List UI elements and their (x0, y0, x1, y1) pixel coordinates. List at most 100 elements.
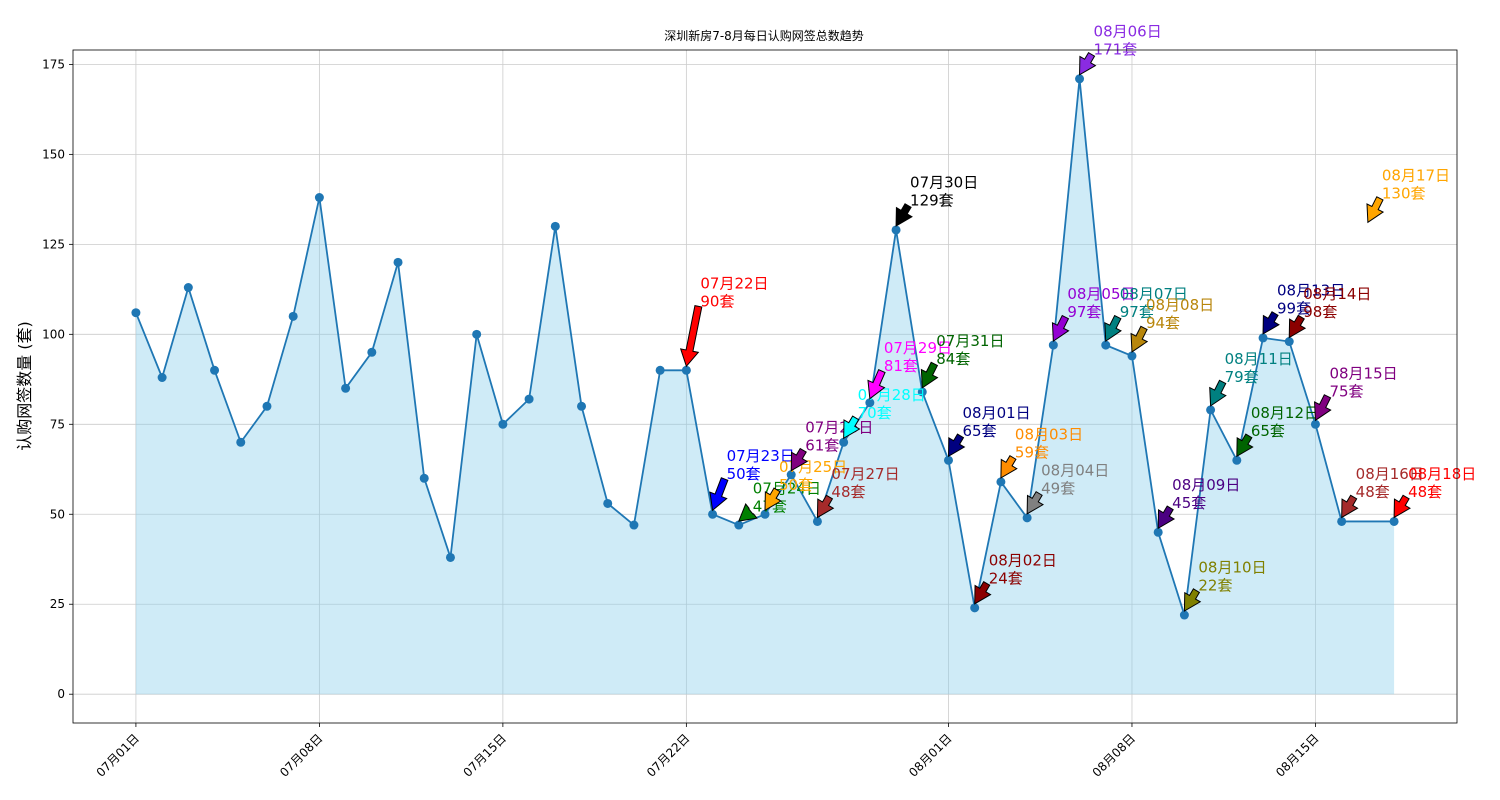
y-tick-label: 125 (42, 237, 65, 251)
annotation-arrow (709, 477, 729, 512)
annotation-arrow (1000, 455, 1018, 479)
data-point (891, 225, 901, 235)
area-fill (135, 78, 1395, 695)
x-tick-label: 07月01日 (94, 731, 142, 779)
annotation-arrow (679, 305, 703, 368)
annotation-arrow (737, 503, 758, 522)
annotation-arrow (1288, 314, 1307, 339)
x-tick-label: 08月01日 (906, 731, 954, 779)
data-point (1310, 419, 1320, 429)
y-axis-label: 认购网签数量 (套) (15, 321, 34, 451)
y-tick-label: 75 (50, 417, 65, 431)
annotation-arrow (1236, 433, 1254, 458)
series-polyline (135, 78, 1395, 616)
data-point (1179, 610, 1189, 620)
y-tick-label: 50 (50, 507, 65, 521)
annotation-date: 08月12日 (1251, 404, 1319, 422)
data-point (917, 387, 927, 397)
annotation-value: 129套 (910, 192, 954, 210)
data-point (1101, 340, 1111, 350)
y-tick-label: 25 (50, 597, 65, 611)
annotation-arrow (843, 415, 861, 440)
data-point (734, 520, 744, 530)
annotation-value: 70套 (858, 404, 892, 422)
annotation-date: 08月05日 (1067, 285, 1135, 303)
annotation-arrow (1314, 394, 1332, 422)
data-point (472, 329, 482, 339)
data-point (812, 516, 822, 526)
annotation-arrow (1051, 314, 1070, 343)
annotation-arrow (764, 487, 782, 512)
annotation-value: 48套 (831, 483, 865, 501)
annotation-date: 08月18日 (1408, 465, 1476, 483)
data-point (210, 365, 220, 375)
annotation-value: 49套 (1041, 479, 1075, 497)
annotation-arrow (1183, 588, 1202, 612)
annotation-value: 59套 (1015, 443, 1049, 461)
data-point (498, 419, 508, 429)
annotation-date: 07月22日 (700, 274, 768, 292)
annotation-date: 08月15日 (1329, 364, 1397, 382)
chart-title: 深圳新房7-8月每日认购网签总数趋势 (664, 28, 864, 43)
annotation-value: 61套 (805, 436, 839, 454)
area-fill-path (135, 78, 1395, 695)
annotation-date: 08月08日 (1146, 296, 1214, 314)
data-point (367, 347, 377, 357)
annotation-date: 07月27日 (831, 465, 899, 483)
y-tick-label: 150 (42, 147, 65, 161)
annotation-value: 24套 (989, 569, 1023, 587)
data-point (419, 473, 429, 483)
data-point (970, 603, 980, 613)
x-tick-label: 08月08日 (1090, 731, 1138, 779)
data-point (603, 498, 613, 508)
data-point (236, 437, 246, 447)
data-point (629, 520, 639, 530)
annotation-arrow (1209, 379, 1227, 407)
data-point (550, 221, 560, 231)
annotation-arrow (1130, 325, 1149, 353)
x-tick-label: 07月15日 (461, 731, 509, 779)
data-point (183, 283, 193, 293)
data-point (288, 311, 298, 321)
annotation-date: 07月24日 (753, 479, 821, 497)
annotation-date: 07月30日 (910, 174, 978, 192)
series-line (135, 78, 1395, 616)
annotation-date: 08月13日 (1277, 282, 1345, 300)
data-point (1048, 340, 1058, 350)
annotation-value: 97套 (1067, 303, 1101, 321)
data-point (524, 394, 534, 404)
data-point (445, 552, 455, 562)
data-point (131, 308, 141, 318)
plot-frame (72, 49, 1458, 724)
data-point (393, 257, 403, 267)
annotation-arrow (1079, 51, 1097, 76)
data-point (1075, 74, 1085, 84)
annotation-date: 08月02日 (989, 551, 1057, 569)
data-point (1206, 405, 1216, 415)
annotation-value: 171套 (1094, 40, 1138, 58)
x-tick-label: 07月08日 (277, 731, 325, 779)
data-point (314, 193, 324, 203)
y-tick-label: 100 (42, 327, 65, 341)
annotation-value: 50套 (779, 476, 813, 494)
annotation-arrow (1157, 505, 1176, 530)
annotation-date: 07月28日 (858, 386, 926, 404)
annotation-arrow (790, 447, 809, 472)
annotation-value: 48套 (1356, 483, 1390, 501)
data-point (760, 509, 770, 519)
